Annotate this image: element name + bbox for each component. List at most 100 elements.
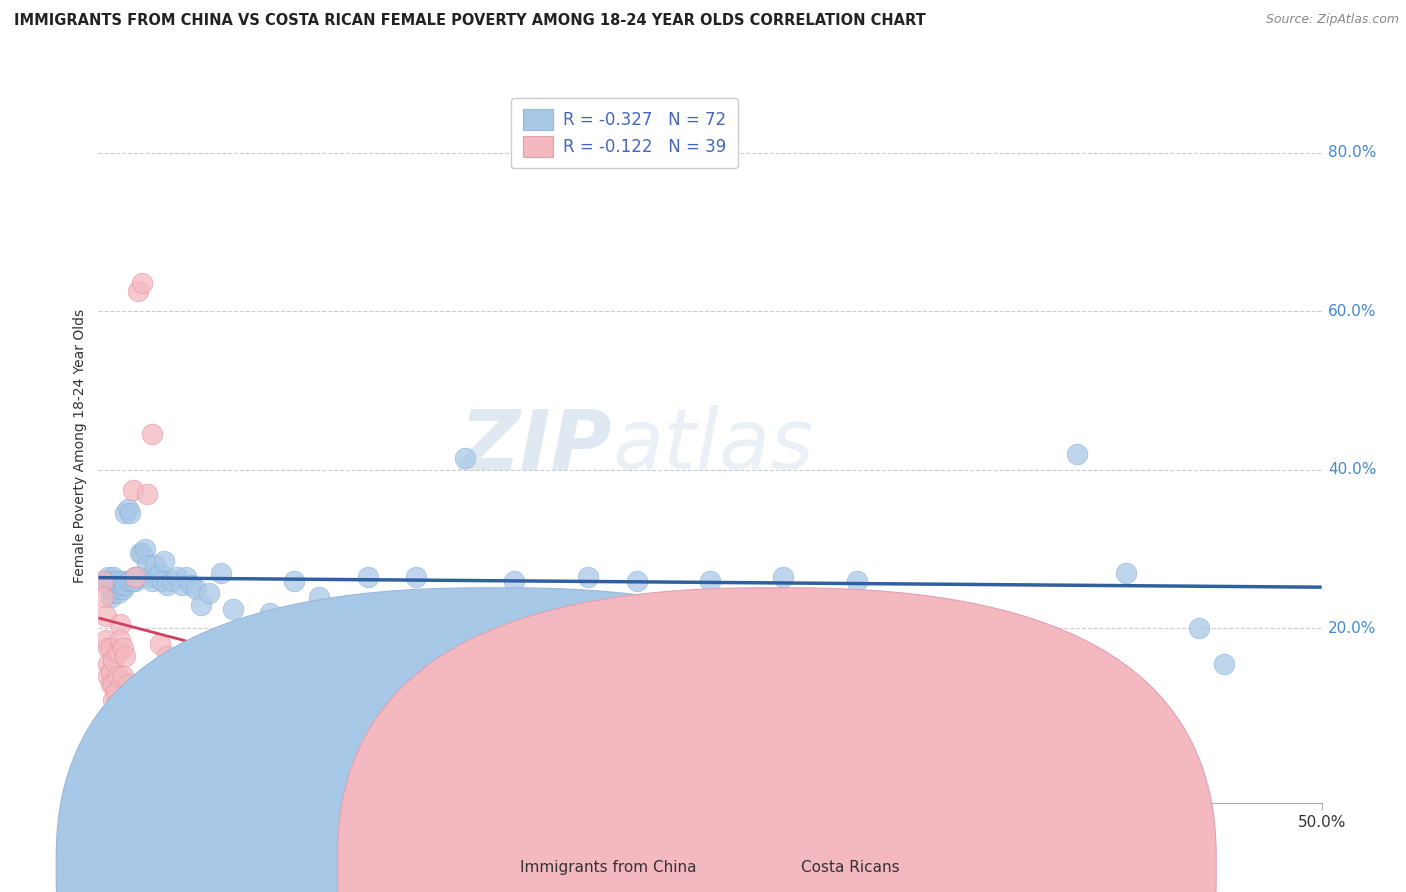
Point <box>117 574 139 588</box>
Point <box>124 574 146 588</box>
Point <box>127 285 149 299</box>
Point <box>97 641 120 656</box>
Point <box>120 692 142 706</box>
Point <box>97 669 120 683</box>
Point <box>101 692 124 706</box>
Text: atlas: atlas <box>612 406 814 486</box>
Point <box>503 574 526 588</box>
Point <box>110 578 132 592</box>
Point <box>91 590 114 604</box>
Point <box>100 574 122 588</box>
Point <box>209 637 232 651</box>
Point <box>94 574 117 588</box>
Point <box>94 633 117 648</box>
Point <box>110 633 132 648</box>
Point <box>111 574 134 588</box>
Text: Source: ZipAtlas.com: Source: ZipAtlas.com <box>1265 13 1399 27</box>
Point <box>166 657 188 671</box>
Point <box>186 582 208 596</box>
Point <box>127 570 149 584</box>
Point <box>356 570 378 584</box>
Point <box>259 606 281 620</box>
Point <box>190 598 212 612</box>
Point <box>246 617 269 632</box>
Text: Costa Ricans: Costa Ricans <box>801 861 900 875</box>
Point <box>101 570 124 584</box>
Y-axis label: Female Poverty Among 18-24 Year Olds: Female Poverty Among 18-24 Year Olds <box>73 309 87 583</box>
Point <box>156 649 179 664</box>
Point <box>308 590 330 604</box>
Point <box>166 570 188 584</box>
Legend: R = -0.327   N = 72, R = -0.122   N = 39: R = -0.327 N = 72, R = -0.122 N = 39 <box>512 97 738 169</box>
Point <box>124 570 146 584</box>
Point <box>97 570 120 584</box>
Point <box>1115 566 1137 580</box>
Point <box>114 649 136 664</box>
Point <box>626 574 648 588</box>
Point <box>136 558 159 572</box>
Point <box>139 570 162 584</box>
Point <box>209 566 232 580</box>
Point <box>107 645 129 659</box>
Point <box>104 574 127 588</box>
Point <box>943 609 966 624</box>
Text: 20.0%: 20.0% <box>1327 621 1376 636</box>
Point <box>97 578 120 592</box>
Point <box>134 542 156 557</box>
Point <box>845 574 868 588</box>
Point <box>156 578 179 592</box>
Point <box>117 677 139 691</box>
Point <box>114 507 136 521</box>
Point <box>146 570 169 584</box>
Point <box>153 554 176 568</box>
Point <box>107 669 129 683</box>
Point <box>100 582 122 596</box>
Point <box>114 578 136 592</box>
Point <box>246 705 269 719</box>
Point <box>107 578 129 592</box>
Point <box>149 637 172 651</box>
Point <box>150 574 173 588</box>
Point <box>170 578 193 592</box>
Point <box>180 692 202 706</box>
Point <box>100 677 122 691</box>
Point <box>454 450 477 465</box>
Point <box>1212 657 1234 671</box>
Point <box>576 748 599 763</box>
Point <box>120 507 142 521</box>
Point <box>332 614 354 628</box>
Point <box>1188 621 1211 635</box>
Point <box>104 578 127 592</box>
Point <box>104 697 127 711</box>
Point <box>160 574 183 588</box>
Point <box>110 617 132 632</box>
Text: Immigrants from China: Immigrants from China <box>520 861 697 875</box>
Point <box>136 486 159 500</box>
Point <box>176 570 198 584</box>
Point <box>129 546 152 560</box>
Point <box>97 657 120 671</box>
Text: ZIP: ZIP <box>460 406 612 486</box>
Point <box>1066 447 1088 461</box>
Point <box>111 578 134 592</box>
Point <box>101 585 124 599</box>
Point <box>699 574 721 588</box>
Point <box>143 558 166 572</box>
Point <box>104 705 127 719</box>
Point <box>101 578 124 592</box>
Point <box>772 570 794 584</box>
Point <box>131 546 153 560</box>
Text: 60.0%: 60.0% <box>1327 303 1376 318</box>
Point <box>111 641 134 656</box>
Point <box>104 582 127 596</box>
Point <box>197 585 219 599</box>
Text: 80.0%: 80.0% <box>1327 145 1376 161</box>
Point <box>121 574 143 588</box>
Point <box>100 641 122 656</box>
Point <box>149 566 172 580</box>
Point <box>141 427 163 442</box>
Point <box>94 609 117 624</box>
Point <box>308 728 330 742</box>
Point <box>111 669 134 683</box>
Point <box>124 570 146 584</box>
